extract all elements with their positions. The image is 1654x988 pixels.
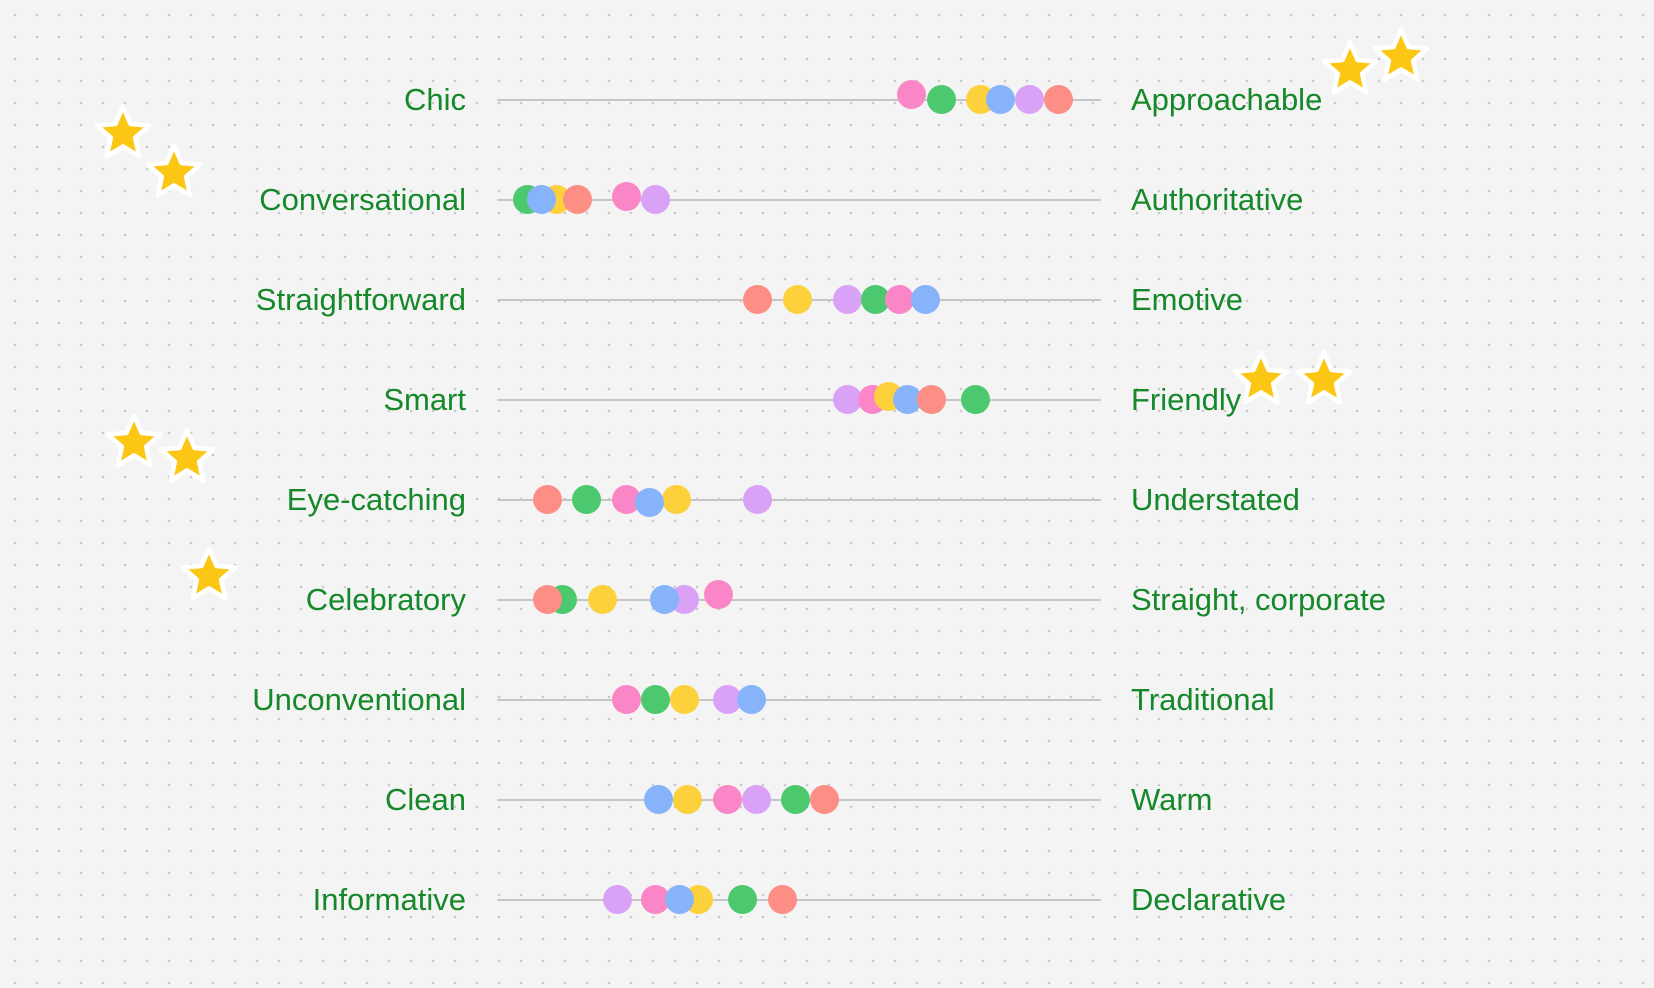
spectrum-left-label: Smart [383, 382, 466, 417]
spectrum-right-label: Traditional [1131, 682, 1275, 717]
spectrum-left-label: Clean [385, 782, 466, 817]
vote-dot-pink[interactable] [612, 182, 642, 211]
spectrum-right-label: Declarative [1131, 882, 1287, 917]
vote-dot-yellow[interactable] [672, 785, 702, 814]
vote-dot-yellow[interactable] [670, 685, 700, 714]
vote-dot-green[interactable] [728, 885, 758, 914]
vote-dot-salmon[interactable] [562, 185, 592, 214]
spectrum-row: Smart Friendly [0, 370, 1654, 430]
vote-dot-blue[interactable] [526, 185, 556, 214]
spectrum-track [497, 399, 1101, 401]
vote-dot-salmon[interactable] [743, 285, 773, 314]
spectrum-track [497, 599, 1101, 601]
vote-dot-salmon[interactable] [1043, 85, 1073, 114]
vote-dot-green[interactable] [927, 85, 957, 114]
vote-dot-purple[interactable] [742, 785, 772, 814]
star-icon[interactable] [145, 142, 203, 200]
spectrum-right-label: Friendly [1131, 382, 1242, 417]
vote-dot-pink[interactable] [612, 685, 642, 714]
spectrum-left-label: Eye-catching [286, 482, 466, 517]
vote-dot-purple[interactable] [832, 385, 862, 414]
spectrum-track [497, 199, 1101, 201]
spectrum-row: Unconventional Traditional [0, 670, 1654, 730]
spectrum-track [497, 899, 1101, 901]
spectrum-right-label: Emotive [1131, 282, 1243, 317]
vote-dot-purple[interactable] [1014, 85, 1044, 114]
spectrum-row: Celebratory Straight, corporate [0, 570, 1654, 630]
vote-dot-blue[interactable] [643, 785, 673, 814]
spectrum-track [497, 99, 1101, 101]
vote-dot-blue[interactable] [650, 585, 680, 614]
spectrum-row: Clean Warm [0, 770, 1654, 830]
spectrum-right-label: Warm [1131, 782, 1213, 817]
vote-dot-green[interactable] [781, 785, 811, 814]
vote-dot-yellow[interactable] [783, 285, 813, 314]
vote-dot-salmon[interactable] [768, 885, 798, 914]
spectrum-row: Informative Declarative [0, 870, 1654, 930]
vote-dot-purple[interactable] [743, 485, 773, 514]
spectrum-row: Eye-catching Understated [0, 470, 1654, 530]
spectrum-right-label: Understated [1131, 482, 1300, 517]
spectrum-track [497, 499, 1101, 501]
spectrum-left-label: Chic [403, 82, 466, 117]
vote-dot-green[interactable] [572, 485, 602, 514]
star-icon[interactable] [1321, 39, 1379, 97]
vote-dot-purple[interactable] [833, 285, 863, 314]
vote-dot-blue[interactable] [986, 85, 1016, 114]
vote-dot-purple[interactable] [641, 185, 671, 214]
spectrum-right-label: Straight, corporate [1131, 582, 1387, 617]
star-icon[interactable] [105, 412, 163, 470]
vote-dot-purple[interactable] [712, 685, 742, 714]
vote-dot-pink[interactable] [703, 580, 733, 609]
spectrum-left-label: Straightforward [255, 282, 466, 317]
spectrum-row: Straightforward Emotive [0, 270, 1654, 330]
spectrum-left-label: Informative [312, 882, 466, 917]
star-icon[interactable] [1372, 26, 1430, 84]
vote-dot-yellow[interactable] [587, 585, 617, 614]
spectrum-row: Chic Approachable [0, 70, 1654, 130]
star-icon[interactable] [94, 103, 152, 161]
star-icon[interactable] [1232, 349, 1290, 407]
star-icon[interactable] [158, 427, 216, 485]
spectrum-left-label: Celebratory [305, 582, 466, 617]
vote-dot-blue[interactable] [736, 685, 766, 714]
vote-dot-salmon[interactable] [917, 385, 947, 414]
star-icon[interactable] [180, 545, 238, 603]
vote-dot-salmon[interactable] [810, 785, 840, 814]
spectrum-left-label: Unconventional [252, 682, 466, 717]
vote-dot-yellow[interactable] [662, 485, 692, 514]
spectrum-row: Conversational Authoritative [0, 170, 1654, 230]
vote-dot-blue[interactable] [911, 285, 941, 314]
spectrum-track [497, 699, 1101, 701]
vote-dot-pink[interactable] [885, 285, 915, 314]
vote-dot-pink[interactable] [712, 785, 742, 814]
spectrum-left-label: Conversational [259, 182, 466, 217]
vote-dot-green[interactable] [641, 685, 671, 714]
vote-dot-salmon[interactable] [532, 485, 562, 514]
vote-dot-salmon[interactable] [532, 585, 562, 614]
vote-dot-purple[interactable] [602, 885, 632, 914]
vote-dot-pink[interactable] [896, 80, 926, 109]
vote-dot-green[interactable] [961, 385, 991, 414]
vote-dot-blue[interactable] [892, 385, 922, 414]
spectrum-right-label: Approachable [1131, 82, 1323, 117]
vote-dot-blue[interactable] [635, 488, 665, 517]
star-icon[interactable] [1295, 349, 1353, 407]
vote-dot-blue[interactable] [664, 885, 694, 914]
spectrum-right-label: Authoritative [1131, 182, 1304, 217]
